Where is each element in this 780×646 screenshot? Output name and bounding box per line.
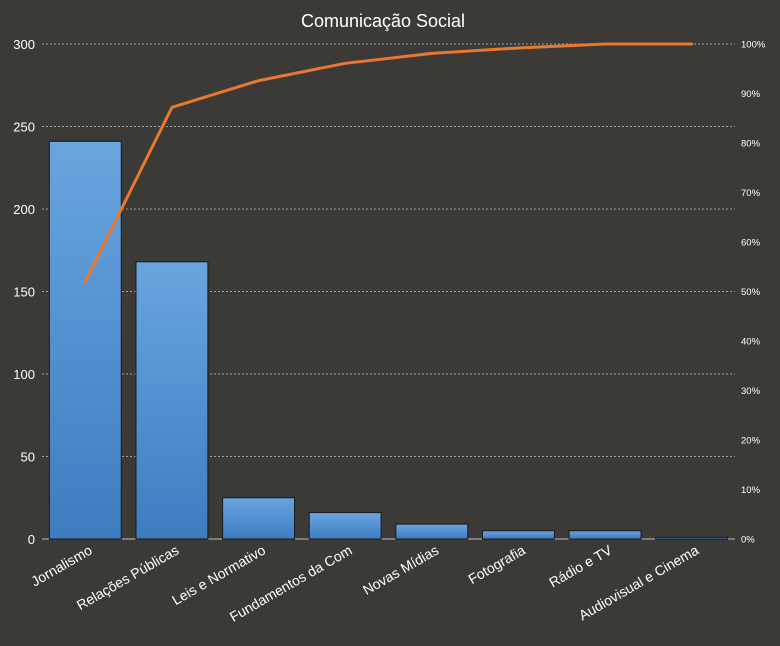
y-right-tick-label: 0% [741, 535, 755, 546]
y-right-tick-label: 80% [741, 139, 761, 150]
y-right-tick-label: 90% [741, 89, 761, 100]
right-axis: 0% 10% 20% 30% 40% 50% 60% 70% 80% 90% 100% [741, 40, 766, 546]
y-left-tick-label: 50 [21, 450, 35, 465]
y-right-tick-label: 30% [741, 386, 761, 397]
y-left-tick-label: 0 [28, 532, 35, 547]
bar [396, 524, 468, 539]
y-left-tick-label: 200 [13, 202, 35, 217]
y-left-tick-label: 300 [13, 37, 35, 52]
y-right-tick-label: 10% [741, 485, 761, 496]
y-right-tick-label: 50% [741, 287, 761, 298]
y-right-tick-label: 70% [741, 188, 761, 199]
y-left-tick-label: 150 [13, 285, 35, 300]
y-left-tick-label: 100 [13, 367, 35, 382]
bar [223, 498, 295, 539]
y-right-tick-label: 20% [741, 436, 761, 447]
cumulative-line-path [85, 44, 691, 282]
y-right-tick-label: 40% [741, 337, 761, 348]
x-tick-label: Rádio e TV [546, 541, 615, 590]
y-right-tick-label: 100% [741, 40, 766, 51]
bar [136, 262, 208, 539]
y-left-tick-label: 250 [13, 120, 35, 135]
x-tick-label: Novas Mídias [360, 542, 441, 598]
y-right-tick-label: 60% [741, 238, 761, 249]
left-axis: 0 50 100 150 200 250 300 [13, 37, 35, 547]
bar [656, 537, 728, 539]
bar [569, 531, 641, 539]
bar [482, 531, 554, 539]
cumulative-line [85, 44, 692, 282]
bars [49, 141, 727, 539]
chart-title: Comunicação Social [301, 11, 465, 31]
bar [49, 141, 121, 539]
x-tick-label: Jornalismo [28, 542, 95, 590]
x-tick-label: Fotografia [465, 542, 528, 587]
bar [309, 513, 381, 539]
